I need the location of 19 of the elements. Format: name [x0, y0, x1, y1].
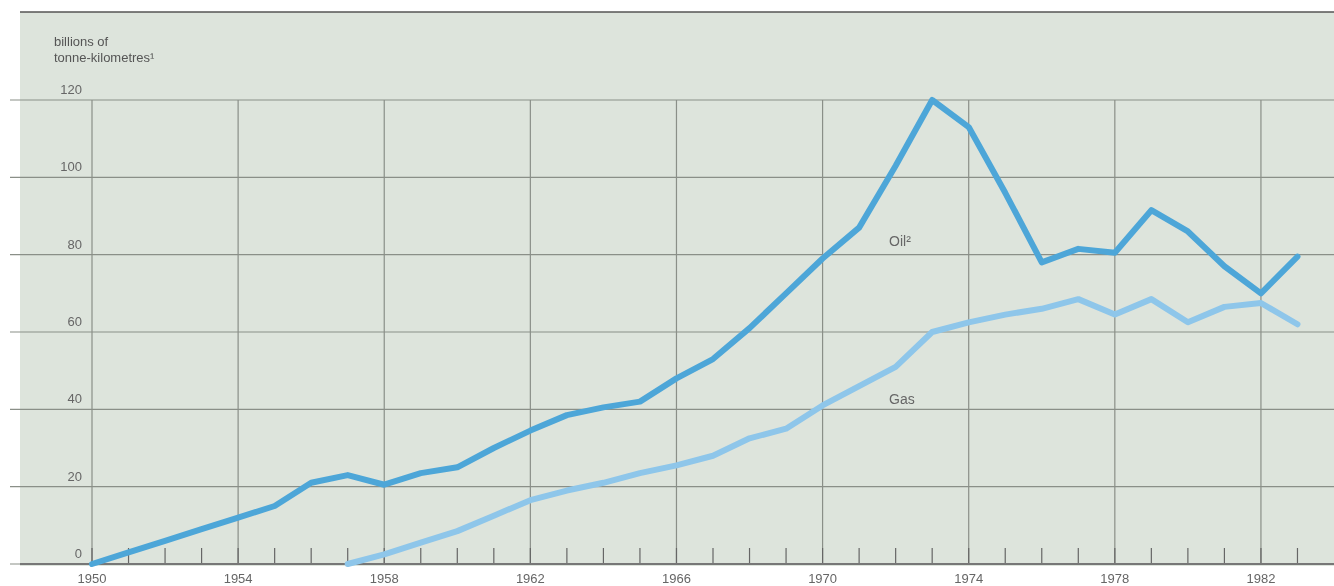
y-tick-label: 120 — [60, 82, 82, 97]
y-axis-title: billions of tonne-kilometres¹ — [54, 34, 156, 65]
x-tick-label: 1982 — [1246, 571, 1276, 586]
y-tick-label: 0 — [74, 546, 82, 561]
x-tick-label: 1950 — [77, 571, 107, 586]
x-tick-label: 1974 — [954, 571, 984, 586]
series-label: Gas — [889, 391, 915, 408]
y-tick-label: 40 — [67, 391, 82, 407]
y-tick-label: 20 — [67, 468, 82, 484]
y-tick-label: 100 — [60, 159, 82, 175]
text: Oil² — [889, 232, 912, 249]
x-tick-label: 1954 — [223, 571, 253, 586]
x-tick-label: 1970 — [808, 571, 838, 586]
x-tick-label: 1962 — [515, 571, 545, 586]
x-tick-label: 1966 — [662, 571, 691, 586]
y-tick-label: 80 — [67, 236, 82, 252]
x-tick-label: 1958 — [369, 571, 399, 586]
y-tick-label: 60 — [67, 314, 82, 329]
x-tick-label: 1978 — [1100, 571, 1130, 586]
